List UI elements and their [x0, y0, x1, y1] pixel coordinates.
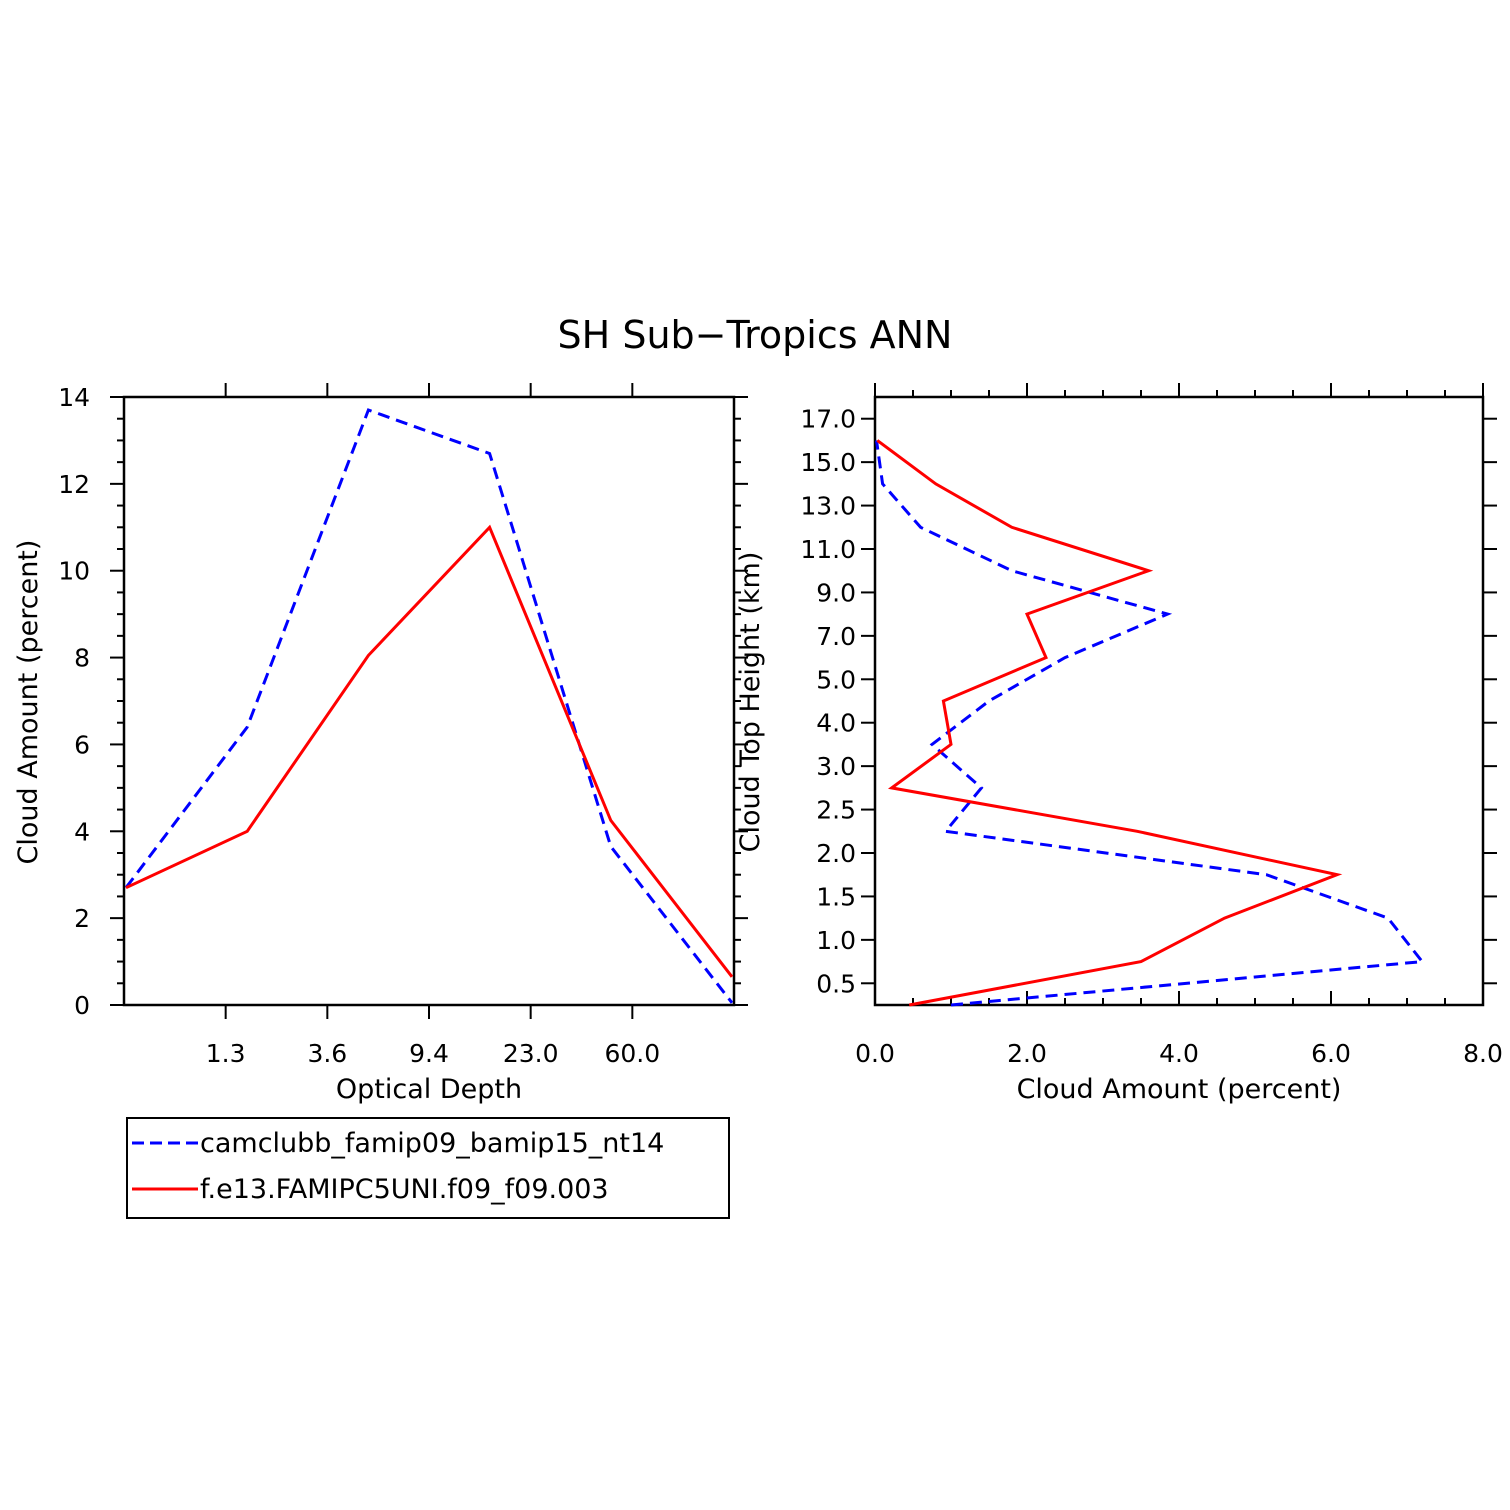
- x-axis-label: Optical Depth: [336, 1074, 522, 1105]
- legend: camclubb_famip09_bamip15_nt14 f.e13.FAMI…: [126, 1117, 730, 1219]
- optical-depth-panel: 0 2 4 6 8 10 12 14 1.3 3.6 9.4 23.0 60.0 Optical Dep…: [13, 383, 748, 1105]
- y-tick-label: 10: [58, 557, 90, 586]
- x-tick-label: 0.0: [855, 1039, 895, 1068]
- x-axis-label: Cloud Amount (percent): [1017, 1074, 1342, 1105]
- x-tick-label: 6.0: [1311, 1039, 1351, 1068]
- y-tick-label: 6: [74, 730, 90, 759]
- legend-label: camclubb_famip09_bamip15_nt14: [200, 1128, 664, 1159]
- x-tick-label: 3.6: [307, 1039, 347, 1068]
- y-tick-label: 3.0: [816, 752, 856, 781]
- left-series-lines: [124, 408, 734, 1004]
- y-tick-label: 5.0: [816, 665, 856, 694]
- y-tick-label: 11.0: [800, 535, 856, 564]
- y-tick-label: 0: [74, 991, 90, 1020]
- left-ticks: 0 2 4 6 8 10 12 14 1.3 3.6 9.4 23.0 60.0: [58, 383, 748, 1068]
- y-tick-label: 1.5: [816, 882, 856, 911]
- y-tick-label: 8: [74, 644, 90, 673]
- x-tick-label: 1.3: [206, 1039, 246, 1068]
- y-axis-label: Cloud Amount (percent): [13, 540, 44, 865]
- plot-frame: [122, 395, 736, 1007]
- y-tick-label: 4: [74, 817, 90, 846]
- x-tick-label: 2.0: [1007, 1039, 1047, 1068]
- y-tick-label: 15.0: [800, 448, 856, 477]
- x-tick-label: 8.0: [1463, 1039, 1503, 1068]
- y-tick-label: 14: [58, 383, 90, 412]
- legend-box: [126, 1117, 730, 1219]
- y-tick-label: 12: [58, 470, 90, 499]
- y-tick-label: 13.0: [800, 492, 856, 521]
- y-tick-label: 2.5: [816, 796, 856, 825]
- cloud-top-height-panel: 0.5 1.0 1.5 2.0 2.5 3.0 4.0 5.0 7.0 9.0 11.0 13.0 15…: [735, 383, 1503, 1105]
- x-tick-label: 4.0: [1159, 1039, 1199, 1068]
- right-series-lines: [875, 439, 1426, 1007]
- y-tick-label: 2.0: [816, 839, 856, 868]
- series-line-fe13: [876, 439, 1343, 1007]
- y-tick-label: 0.5: [816, 969, 856, 998]
- y-axis-label: Cloud Top Height (km): [735, 552, 766, 853]
- chart-title: SH Sub−Tropics ANN: [558, 313, 953, 357]
- y-tick-label: 2: [74, 904, 90, 933]
- x-tick-label: 23.0: [503, 1039, 559, 1068]
- series-line-camclubb: [875, 440, 1426, 1007]
- y-tick-label: 1.0: [816, 926, 856, 955]
- plot-frame: [873, 395, 1485, 1007]
- y-tick-label: 4.0: [816, 709, 856, 738]
- right-ticks: 0.5 1.0 1.5 2.0 2.5 3.0 4.0 5.0 7.0 9.0 11.0 13.0 15…: [800, 383, 1503, 1068]
- x-tick-label: 9.4: [409, 1039, 449, 1068]
- series-line-fe13: [125, 524, 734, 978]
- y-tick-label: 17.0: [800, 405, 856, 434]
- y-tick-label: 9.0: [816, 578, 856, 607]
- y-tick-label: 7.0: [816, 622, 856, 651]
- series-line-camclubb: [124, 408, 734, 1004]
- x-tick-label: 60.0: [604, 1039, 660, 1068]
- legend-label: f.e13.FAMIPC5UNI.f09_f09.003: [200, 1174, 609, 1205]
